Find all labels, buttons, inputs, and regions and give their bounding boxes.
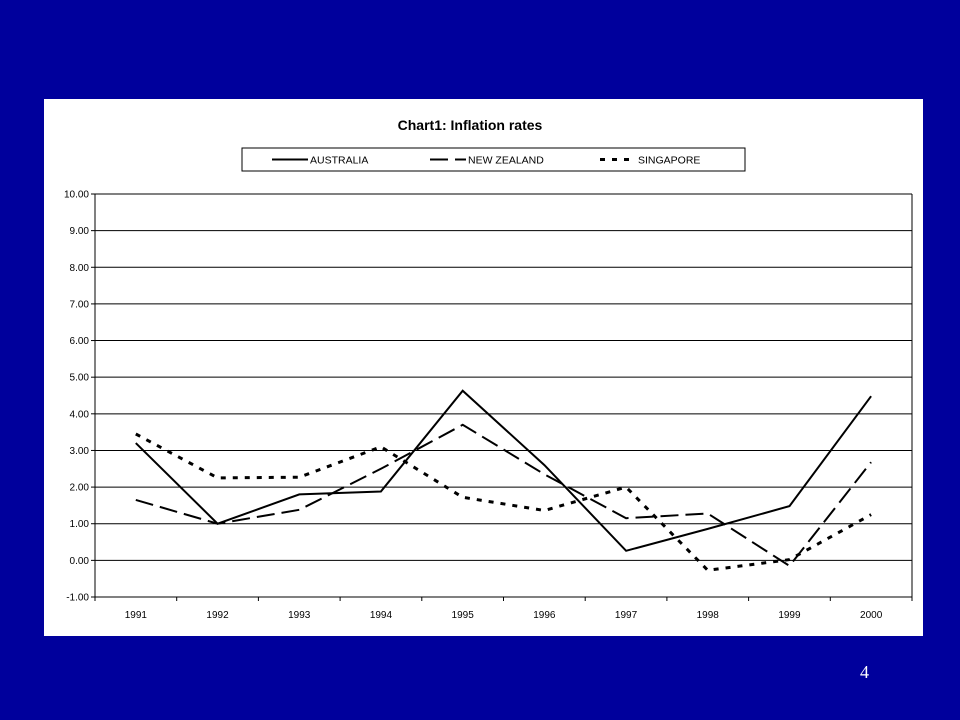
y-tick-label-5: 4.00 — [70, 409, 90, 420]
y-tick-label-10: 9.00 — [70, 226, 90, 237]
y-tick-label-0: -1.00 — [66, 593, 89, 604]
x-tick-label-8: 1999 — [778, 610, 801, 621]
line-chart: Chart1: Inflation rates AUSTRALIA NEW ZEA… — [64, 117, 913, 621]
legend-box — [241, 147, 746, 172]
chart-title: Chart1: Inflation rates — [398, 117, 543, 133]
x-tick-label-2: 1993 — [288, 610, 311, 621]
chart-panel: Chart1: Inflation rates AUSTRALIA NEW ZEA… — [44, 99, 923, 636]
axes — [91, 193, 913, 601]
y-tick-label-8: 7.00 — [70, 299, 90, 310]
x-tick-label-5: 1996 — [533, 610, 556, 621]
legend-label-australia: AUSTRALIA — [310, 155, 368, 167]
x-tick-label-7: 1998 — [697, 610, 720, 621]
y-tick-label-7: 6.00 — [70, 336, 90, 347]
y-tick-label-11: 10.00 — [64, 190, 89, 201]
legend-label-new-zealand: NEW ZEALAND — [468, 155, 544, 167]
x-tick-label-6: 1997 — [615, 610, 638, 621]
legend-label-singapore: SINGAPORE — [638, 155, 700, 167]
y-tick-label-3: 2.00 — [70, 483, 90, 494]
page-number: 4 — [860, 662, 869, 682]
x-tick-label-1: 1992 — [206, 610, 229, 621]
y-tick-label-6: 5.00 — [70, 373, 90, 384]
y-tick-label-1: 0.00 — [70, 556, 90, 567]
series-line-singapore — [135, 432, 872, 572]
gridlines — [95, 193, 912, 598]
legend: AUSTRALIA NEW ZEALAND SINGAPORE — [241, 147, 746, 172]
x-tick-label-4: 1995 — [452, 610, 475, 621]
y-tick-label-9: 8.00 — [70, 263, 90, 274]
x-axis-tick-labels: 1991 1992 1993 1994 1995 1996 1997 1998 1999 2000 — [125, 610, 883, 621]
y-tick-label-2: 1.00 — [70, 519, 90, 530]
x-tick-label-9: 2000 — [860, 610, 883, 621]
x-tick-label-3: 1994 — [370, 610, 393, 621]
series-lines — [135, 389, 872, 572]
x-tick-label-0: 1991 — [125, 610, 148, 621]
series-line-new-zealand — [135, 423, 872, 568]
series-line-australia — [135, 389, 872, 552]
y-axis-tick-labels: -1.00 0.00 1.00 2.00 3.00 4.00 5.00 6.00 7.00 8.0… — [64, 190, 89, 604]
y-tick-label-4: 3.00 — [70, 446, 90, 457]
